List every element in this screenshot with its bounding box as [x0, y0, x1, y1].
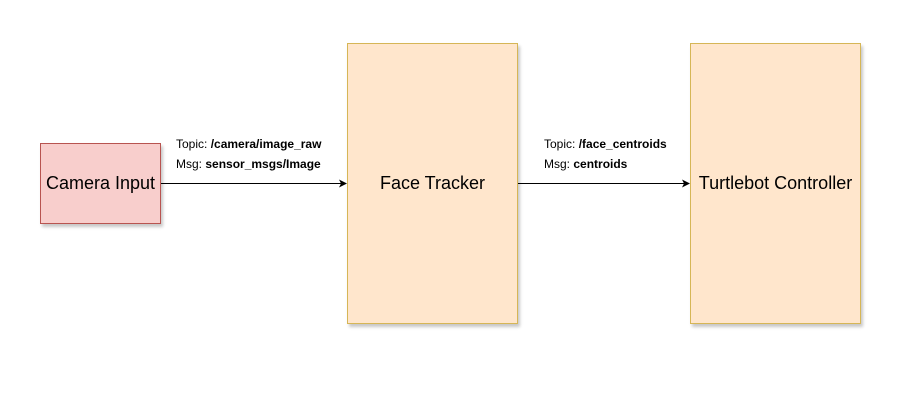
turtlebot-controller-node[interactable]: Turtlebot Controller: [690, 43, 861, 324]
msg-prefix: Msg:: [176, 157, 206, 171]
edge-msg-line: Msg: sensor_msgs/Image: [176, 154, 321, 174]
edge-msg-line: Msg: centroids: [544, 154, 667, 174]
topic-name: /camera/image_raw: [210, 137, 322, 151]
camera-input-node[interactable]: Camera Input: [40, 143, 161, 224]
edge-topic-line: Topic: /camera/image_raw: [176, 134, 321, 154]
face-tracker-node[interactable]: Face Tracker: [347, 43, 518, 324]
face-tracker-label: Face Tracker: [379, 173, 486, 193]
topic-name: /face_centroids: [578, 137, 667, 151]
topic-prefix: Topic:: [176, 137, 211, 151]
msg-prefix: Msg:: [544, 157, 574, 171]
camera-input-label: Camera Input: [45, 173, 156, 193]
topic-prefix: Topic:: [544, 137, 579, 151]
edge-topic-line: Topic: /face_centroids: [544, 134, 667, 154]
turtlebot-controller-label: Turtlebot Controller: [698, 173, 853, 193]
edge-label-tracker-to-controller: Topic: /face_centroids Msg: centroids: [544, 134, 667, 174]
msg-type: sensor_msgs/Image: [205, 157, 321, 171]
msg-type: centroids: [573, 157, 628, 171]
edge-label-camera-to-tracker: Topic: /camera/image_raw Msg: sensor_msg…: [176, 134, 321, 174]
